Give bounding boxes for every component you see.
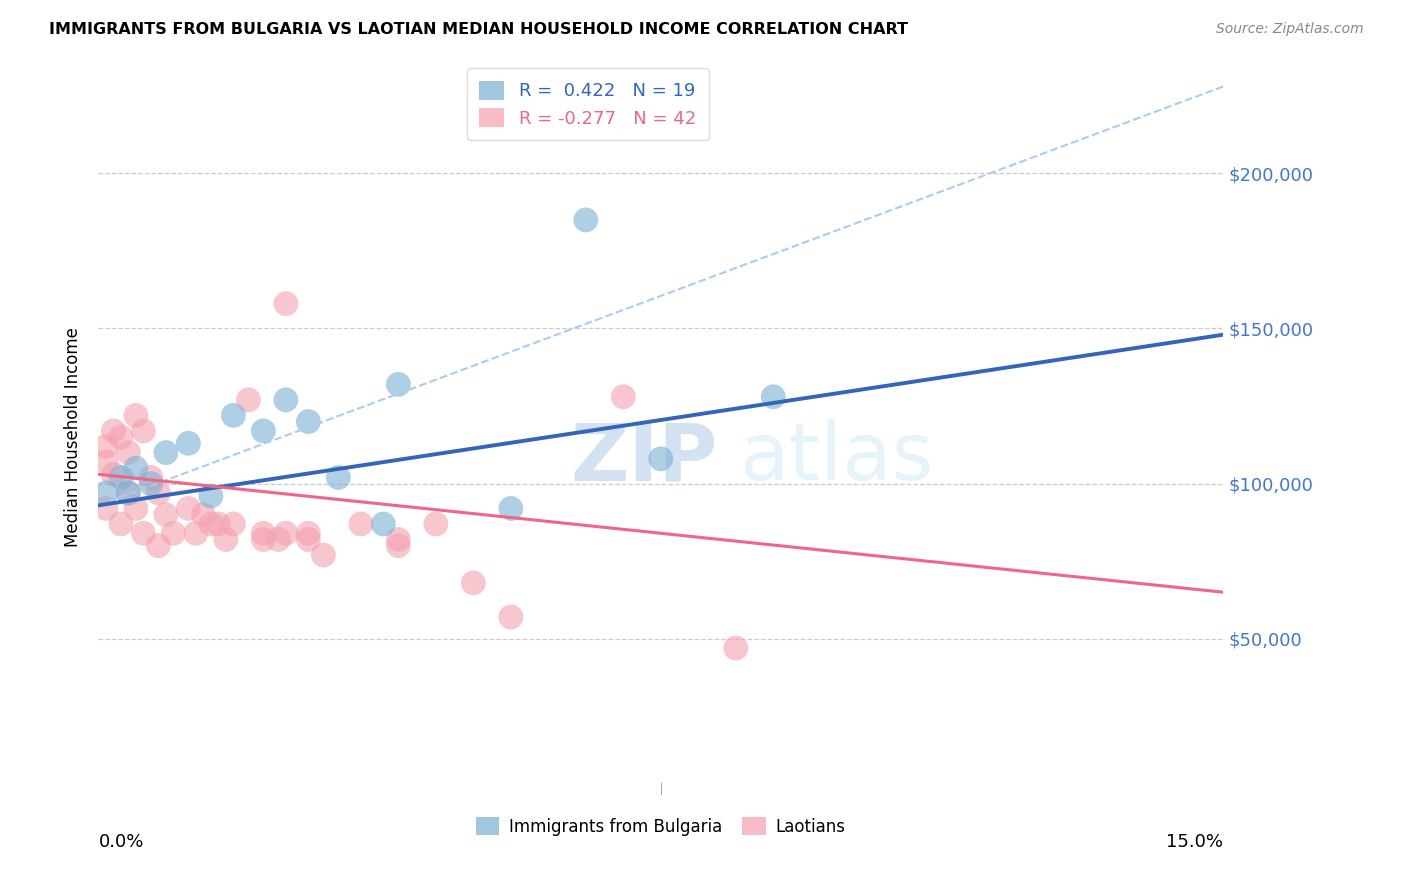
Point bbox=[612, 390, 634, 404]
Point bbox=[117, 486, 139, 500]
Point bbox=[724, 641, 747, 656]
Y-axis label: Median Household Income: Median Household Income bbox=[65, 327, 83, 547]
Point bbox=[274, 526, 297, 541]
Point bbox=[94, 439, 117, 453]
Point bbox=[297, 533, 319, 547]
Text: IMMIGRANTS FROM BULGARIA VS LAOTIAN MEDIAN HOUSEHOLD INCOME CORRELATION CHART: IMMIGRANTS FROM BULGARIA VS LAOTIAN MEDI… bbox=[49, 22, 908, 37]
Point bbox=[148, 486, 170, 500]
Point bbox=[162, 526, 184, 541]
Point bbox=[297, 415, 319, 429]
Text: Source: ZipAtlas.com: Source: ZipAtlas.com bbox=[1216, 22, 1364, 37]
Point bbox=[762, 390, 785, 404]
Point bbox=[312, 548, 335, 562]
Point bbox=[110, 470, 132, 484]
Point bbox=[132, 526, 155, 541]
Point bbox=[148, 539, 170, 553]
Text: atlas: atlas bbox=[740, 419, 934, 498]
Text: ZIP: ZIP bbox=[571, 419, 718, 498]
Point bbox=[125, 409, 148, 423]
Point bbox=[252, 526, 274, 541]
Point bbox=[103, 424, 125, 438]
Point bbox=[274, 392, 297, 407]
Point bbox=[132, 424, 155, 438]
Point bbox=[387, 533, 409, 547]
Point bbox=[103, 467, 125, 482]
Point bbox=[110, 430, 132, 444]
Point bbox=[193, 508, 215, 522]
Point bbox=[328, 470, 350, 484]
Point bbox=[177, 436, 200, 450]
Point bbox=[222, 409, 245, 423]
Point bbox=[155, 508, 177, 522]
Point bbox=[207, 516, 229, 531]
Point bbox=[297, 526, 319, 541]
Point bbox=[267, 533, 290, 547]
Point bbox=[110, 516, 132, 531]
Point bbox=[139, 470, 162, 484]
Point bbox=[117, 445, 139, 459]
Point bbox=[125, 461, 148, 475]
Point bbox=[94, 455, 117, 469]
Point bbox=[200, 489, 222, 503]
Text: 0.0%: 0.0% bbox=[98, 833, 143, 851]
Point bbox=[387, 377, 409, 392]
Point bbox=[252, 424, 274, 438]
Legend: Immigrants from Bulgaria, Laotians: Immigrants from Bulgaria, Laotians bbox=[470, 811, 852, 843]
Point bbox=[425, 516, 447, 531]
Point bbox=[117, 486, 139, 500]
Point bbox=[222, 516, 245, 531]
Point bbox=[155, 445, 177, 459]
Point bbox=[94, 486, 117, 500]
Point bbox=[94, 501, 117, 516]
Point bbox=[387, 539, 409, 553]
Point bbox=[650, 451, 672, 466]
Point bbox=[252, 533, 274, 547]
Point bbox=[238, 392, 260, 407]
Point bbox=[177, 501, 200, 516]
Point bbox=[274, 296, 297, 310]
Point bbox=[125, 501, 148, 516]
Point bbox=[215, 533, 238, 547]
Point bbox=[139, 476, 162, 491]
Point bbox=[184, 526, 207, 541]
Point bbox=[499, 610, 522, 624]
Point bbox=[499, 501, 522, 516]
Point bbox=[463, 575, 485, 590]
Point bbox=[350, 516, 373, 531]
Point bbox=[200, 516, 222, 531]
Text: 15.0%: 15.0% bbox=[1166, 833, 1223, 851]
Point bbox=[373, 516, 395, 531]
Point bbox=[575, 213, 598, 227]
